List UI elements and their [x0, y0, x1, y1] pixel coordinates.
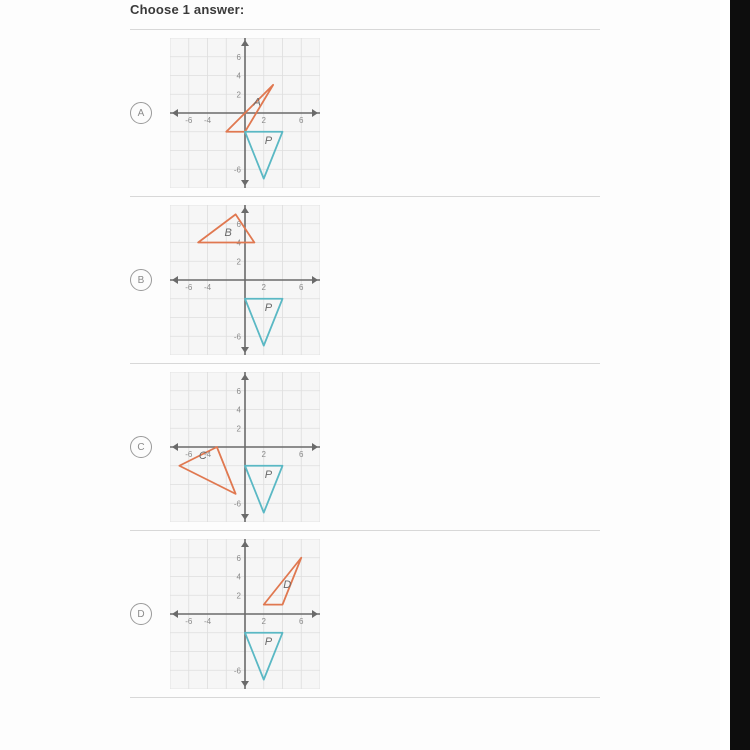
- radio-letter: D: [137, 609, 144, 620]
- svg-text:-6: -6: [185, 617, 193, 626]
- svg-text:4: 4: [237, 573, 242, 582]
- svg-text:2: 2: [237, 90, 242, 99]
- radio-c[interactable]: C: [130, 436, 152, 458]
- svg-text:6: 6: [299, 617, 304, 626]
- svg-text:2: 2: [262, 450, 267, 459]
- answer-option-c[interactable]: C -6-426642-6CP: [130, 363, 600, 530]
- svg-text:6: 6: [299, 116, 304, 125]
- svg-text:6: 6: [237, 387, 242, 396]
- svg-text:6: 6: [237, 53, 242, 62]
- graph-c: -6-426642-6CP: [170, 372, 320, 522]
- radio-letter: B: [138, 275, 145, 286]
- svg-text:-6: -6: [234, 165, 242, 174]
- svg-text:6: 6: [237, 554, 242, 563]
- svg-text:2: 2: [237, 424, 242, 433]
- svg-text:B: B: [224, 227, 231, 239]
- svg-text:-6: -6: [234, 499, 242, 508]
- question-page: Choose 1 answer: A -6 -4 2 6 6 4 2 -6 A P B -6 -4 2…: [0, 0, 720, 750]
- svg-text:2: 2: [262, 617, 267, 626]
- svg-text:P: P: [265, 636, 273, 648]
- svg-text:-6: -6: [234, 666, 242, 675]
- answer-option-d[interactable]: D -6 -4 2 6 6 4 2 -6 D P: [130, 530, 600, 698]
- svg-text:-6: -6: [185, 450, 193, 459]
- svg-text:2: 2: [262, 116, 267, 125]
- graph-a: -6 -4 2 6 6 4 2 -6 A P: [170, 38, 320, 188]
- svg-text:-4: -4: [204, 283, 212, 292]
- graph-d: -6 -4 2 6 6 4 2 -6 D P: [170, 539, 320, 689]
- svg-text:-6: -6: [185, 283, 193, 292]
- svg-text:-4: -4: [204, 617, 212, 626]
- answer-option-a[interactable]: A -6 -4 2 6 6 4 2 -6 A P: [130, 29, 600, 196]
- svg-text:D: D: [283, 579, 291, 591]
- svg-text:4: 4: [237, 406, 242, 415]
- svg-text:2: 2: [237, 591, 242, 600]
- svg-text:C: C: [199, 450, 207, 462]
- svg-text:6: 6: [299, 450, 304, 459]
- svg-text:P: P: [265, 135, 273, 147]
- radio-letter: A: [138, 108, 145, 119]
- svg-text:2: 2: [262, 283, 267, 292]
- right-edge-bar: [730, 0, 750, 750]
- svg-text:-6: -6: [234, 332, 242, 341]
- svg-text:2: 2: [237, 257, 242, 266]
- svg-text:P: P: [265, 302, 273, 314]
- svg-text:4: 4: [237, 72, 242, 81]
- answer-option-b[interactable]: B -6-426642-6BP: [130, 196, 600, 363]
- radio-d[interactable]: D: [130, 603, 152, 625]
- svg-text:6: 6: [299, 283, 304, 292]
- radio-a[interactable]: A: [130, 102, 152, 124]
- svg-text:A: A: [253, 97, 261, 109]
- svg-text:P: P: [265, 469, 273, 481]
- prompt-text: Choose 1 answer:: [130, 2, 720, 17]
- graph-b: -6-426642-6BP: [170, 205, 320, 355]
- radio-letter: C: [137, 442, 144, 453]
- radio-b[interactable]: B: [130, 269, 152, 291]
- svg-text:-4: -4: [204, 116, 212, 125]
- svg-text:-6: -6: [185, 116, 193, 125]
